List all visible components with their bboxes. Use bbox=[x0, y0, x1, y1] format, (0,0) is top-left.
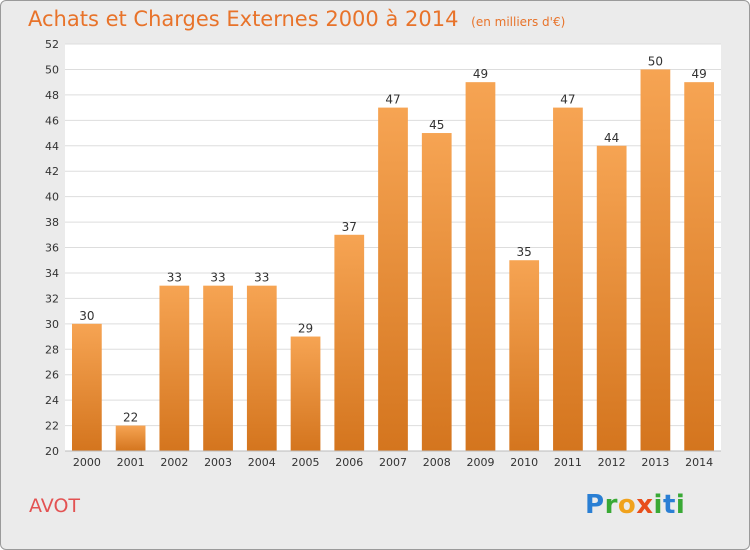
y-tick-label: 46 bbox=[45, 114, 59, 127]
bar-2006 bbox=[334, 234, 365, 451]
y-tick-label: 26 bbox=[45, 369, 59, 382]
bars: 30 22 33 33 33 29 37 47 45 49 35 47 44 50 49 bbox=[71, 54, 715, 451]
y-tick-label: 34 bbox=[45, 267, 59, 280]
x-tick-label: 2010 bbox=[510, 456, 538, 469]
logo-letter: P bbox=[585, 490, 605, 520]
y-tick-label: 24 bbox=[45, 394, 59, 407]
x-tick-label: 2012 bbox=[598, 456, 626, 469]
bar-2008 bbox=[421, 133, 452, 451]
y-tick-label: 42 bbox=[45, 165, 59, 178]
y-tick-label: 40 bbox=[45, 191, 59, 204]
y-tick-label: 28 bbox=[45, 343, 59, 356]
y-tick-label: 22 bbox=[45, 420, 59, 433]
bar-value-label: 49 bbox=[691, 67, 706, 81]
x-axis-labels: 2000 2001 2002 2003 2004 2005 2006 2007 2008 2009… bbox=[73, 456, 713, 469]
logo-letter: i bbox=[675, 490, 686, 520]
x-tick-label: 2004 bbox=[248, 456, 276, 469]
logo-letter: o bbox=[617, 490, 637, 520]
logo-letter: x bbox=[636, 490, 654, 520]
bar-value-label: 37 bbox=[342, 220, 357, 234]
logo-letter: t bbox=[662, 490, 676, 520]
x-tick-label: 2000 bbox=[73, 456, 101, 469]
bar-value-label: 22 bbox=[123, 411, 138, 425]
x-tick-label: 2013 bbox=[641, 456, 669, 469]
bar-2004 bbox=[246, 285, 277, 451]
y-tick-label: 36 bbox=[45, 242, 59, 255]
logo-letter: i bbox=[653, 490, 663, 520]
chart-title: Achats et Charges Externes 2000 à 2014 (… bbox=[28, 7, 565, 31]
bar-value-label: 47 bbox=[560, 93, 575, 107]
chart-subtitle: (en milliers d'€) bbox=[471, 15, 566, 29]
logo-letter: r bbox=[604, 490, 618, 520]
bar-value-label: 35 bbox=[517, 245, 532, 259]
x-tick-label: 2008 bbox=[423, 456, 451, 469]
bar-2012 bbox=[596, 145, 627, 451]
y-tick-label: 20 bbox=[45, 445, 59, 458]
bar-2013 bbox=[640, 69, 671, 451]
y-tick-label: 44 bbox=[45, 140, 59, 153]
proxiti-logo: Proxiti bbox=[585, 490, 685, 520]
bar-value-label: 33 bbox=[210, 271, 225, 285]
x-tick-label: 2005 bbox=[292, 456, 320, 469]
bar-value-label: 30 bbox=[79, 309, 94, 323]
y-tick-label: 50 bbox=[45, 63, 59, 76]
bar-2002 bbox=[159, 285, 190, 451]
x-tick-label: 2001 bbox=[117, 456, 145, 469]
x-tick-label: 2002 bbox=[160, 456, 188, 469]
bar-value-label: 49 bbox=[473, 67, 488, 81]
bar-2005 bbox=[290, 336, 321, 451]
bar-2009 bbox=[465, 82, 496, 451]
chart-title-text: Achats et Charges Externes 2000 à 2014 bbox=[28, 7, 459, 31]
x-tick-label: 2014 bbox=[685, 456, 713, 469]
x-tick-label: 2006 bbox=[335, 456, 363, 469]
bar-value-label: 33 bbox=[254, 271, 269, 285]
bar-2003 bbox=[203, 285, 233, 451]
bar-value-label: 44 bbox=[604, 131, 619, 145]
bar-value-label: 33 bbox=[167, 271, 182, 285]
y-tick-label: 48 bbox=[45, 89, 59, 102]
y-tick-label: 30 bbox=[45, 318, 59, 331]
bar-2014 bbox=[684, 82, 715, 451]
y-tick-label: 52 bbox=[45, 38, 59, 51]
bar-value-label: 50 bbox=[648, 54, 663, 68]
commune-name: AVOT bbox=[29, 495, 81, 517]
bar-value-label: 45 bbox=[429, 118, 444, 132]
bar-value-label: 47 bbox=[385, 93, 400, 107]
y-axis-ticks: 20 22 24 26 28 30 32 34 36 38 40 42 44 46 48 50 52 bbox=[45, 38, 59, 458]
bar-2001 bbox=[115, 425, 146, 451]
x-tick-label: 2009 bbox=[466, 456, 494, 469]
bar-2010 bbox=[509, 260, 540, 451]
y-tick-label: 32 bbox=[45, 292, 59, 305]
x-tick-label: 2003 bbox=[204, 456, 232, 469]
bar-2007 bbox=[378, 107, 408, 451]
bar-2000 bbox=[71, 323, 102, 451]
x-tick-label: 2011 bbox=[554, 456, 582, 469]
x-tick-label: 2007 bbox=[379, 456, 407, 469]
y-tick-label: 38 bbox=[45, 216, 59, 229]
bar-2011 bbox=[553, 107, 583, 451]
bar-value-label: 29 bbox=[298, 322, 313, 336]
